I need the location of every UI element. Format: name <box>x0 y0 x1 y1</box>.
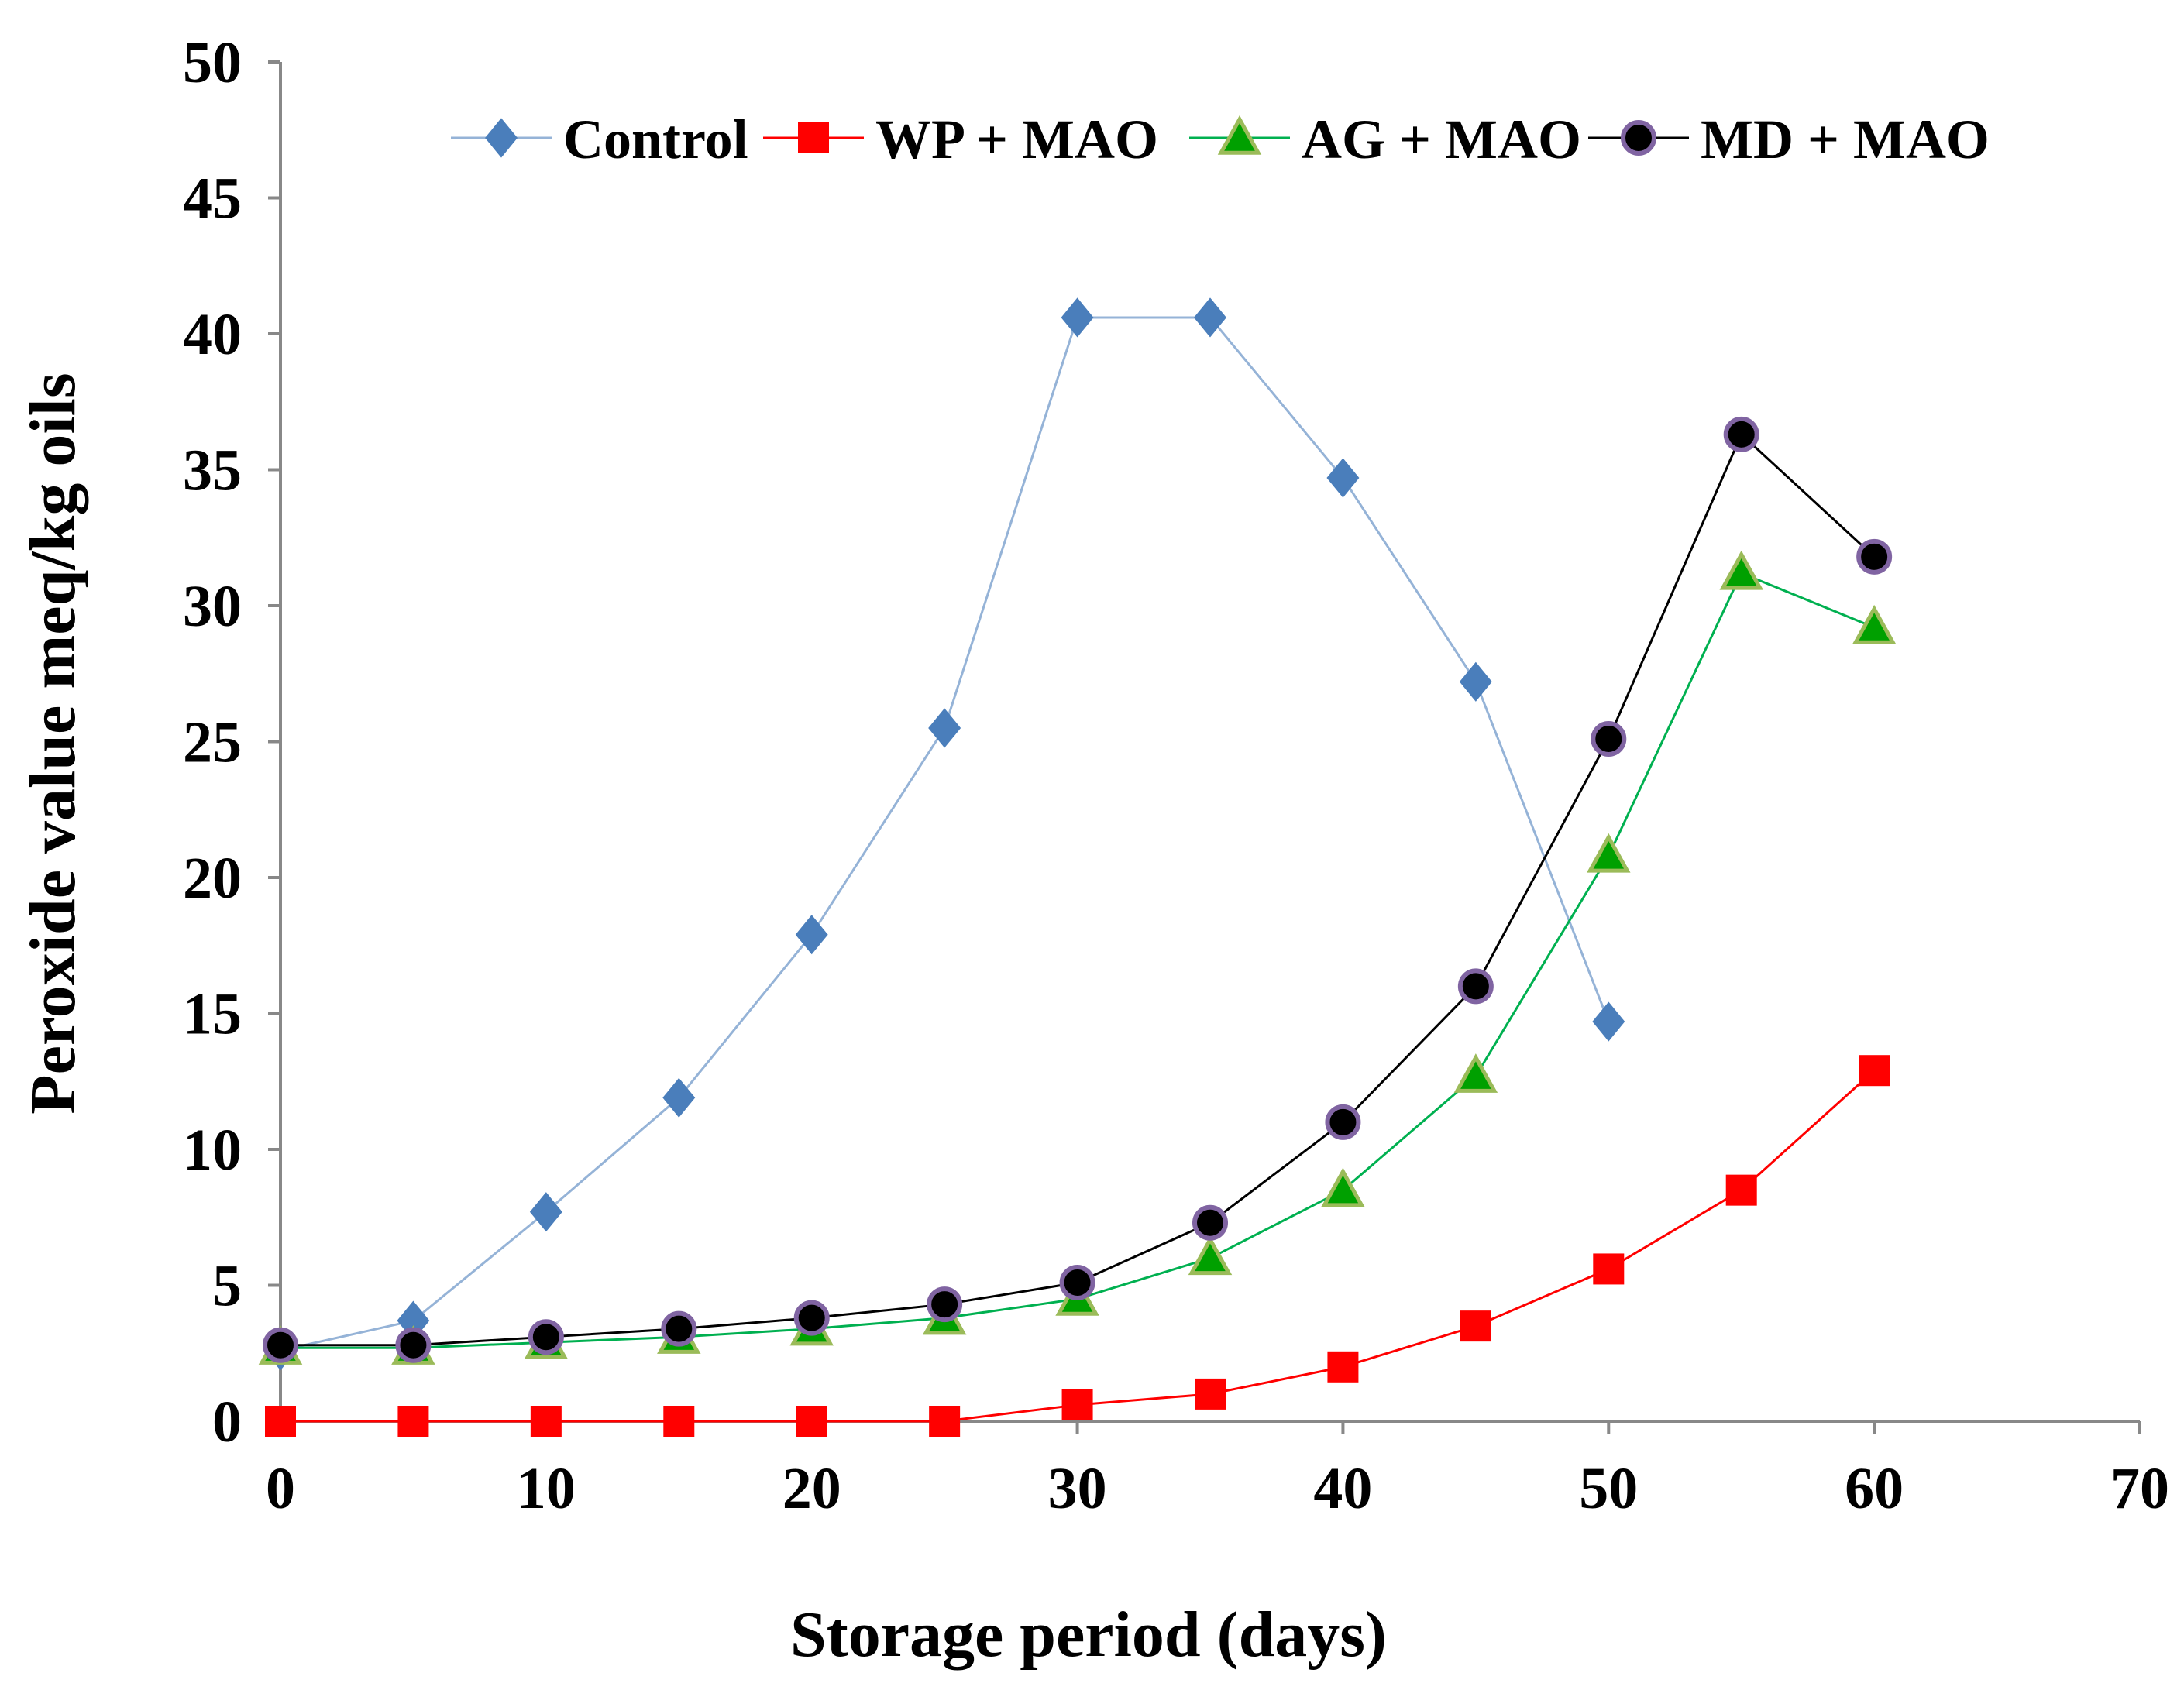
y-tick-label: 20 <box>183 846 242 911</box>
data-point-control <box>795 915 828 955</box>
series-line-ag-mao <box>280 571 1875 1349</box>
y-tick-label: 45 <box>183 167 242 232</box>
data-point-ag-mao <box>1852 604 1897 644</box>
legend-label: AG + MAO <box>1302 108 1581 170</box>
y-tick-label: 5 <box>212 1254 242 1319</box>
y-ticks: 0 5 10 15 20 25 30 35 40 45 50 <box>183 30 280 1455</box>
data-point-md-mao <box>528 1319 564 1355</box>
y-tick-label: 0 <box>212 1389 242 1455</box>
x-tick-label: 70 <box>2110 1456 2169 1521</box>
data-point-control <box>928 708 961 748</box>
data-point-md-mao <box>1457 968 1494 1005</box>
x-tick-label: 30 <box>1048 1456 1107 1521</box>
data-point-md-mao <box>661 1310 697 1347</box>
data-point-wp-mao <box>1859 1055 1890 1087</box>
x-tick-label: 40 <box>1313 1456 1372 1521</box>
y-tick-label: 10 <box>183 1118 242 1183</box>
data-point-md-mao <box>263 1327 298 1363</box>
data-point-control <box>1194 297 1226 338</box>
data-point-wp-mao <box>663 1406 695 1437</box>
x-tick-label: 0 <box>266 1456 295 1521</box>
y-tick-label: 30 <box>183 574 242 639</box>
legend-item-md-mao: MD + MAO <box>1588 108 1990 170</box>
y-axis-title: Peroxide value meq/kg oils <box>17 373 89 1114</box>
data-point-ag-mao <box>1453 1053 1498 1093</box>
data-point-wp-mao <box>1327 1351 1359 1383</box>
data-point-md-mao <box>927 1286 963 1323</box>
legend-marker <box>1217 115 1262 155</box>
series-control <box>264 297 1625 1371</box>
x-tick-label: 50 <box>1579 1456 1638 1521</box>
data-point-md-mao <box>395 1327 432 1363</box>
data-point-control <box>529 1192 562 1232</box>
data-point-ag-mao <box>1719 550 1763 590</box>
data-point-wp-mao <box>1725 1174 1757 1206</box>
x-tick-label: 10 <box>517 1456 576 1521</box>
data-point-md-mao <box>1591 720 1627 757</box>
data-point-control <box>1459 661 1492 702</box>
series-line-md-mao <box>280 432 1876 1347</box>
legend-marker <box>485 118 518 158</box>
data-point-wp-mao <box>1593 1253 1625 1285</box>
series-line-wp-mao <box>280 1070 1876 1423</box>
series-line-control <box>280 316 1610 1352</box>
data-point-ag-mao <box>1188 1235 1233 1276</box>
y-tick-label: 25 <box>183 710 242 775</box>
legend-marker <box>798 122 829 153</box>
data-point-ag-mao <box>1321 1167 1365 1207</box>
data-point-wp-mao <box>1061 1389 1093 1420</box>
x-axis-title: Storage period (days) <box>790 1599 1387 1671</box>
data-point-control <box>1061 297 1094 338</box>
data-point-md-mao <box>1059 1264 1095 1300</box>
series-md-mao <box>263 416 1893 1363</box>
legend-item-wp-mao: WP + MAO <box>763 108 1158 170</box>
data-point-wp-mao <box>530 1406 562 1437</box>
data-point-md-mao <box>1192 1204 1228 1241</box>
series-ag-mao <box>258 550 1897 1365</box>
y-tick-label: 35 <box>183 438 242 503</box>
data-point-wp-mao <box>1460 1310 1491 1342</box>
legend-item-control: Control <box>451 108 748 170</box>
legend-label: Control <box>563 108 748 170</box>
legend-label: MD + MAO <box>1701 108 1990 170</box>
data-point-wp-mao <box>929 1406 961 1437</box>
data-point-ag-mao <box>1587 833 1631 873</box>
y-tick-label: 50 <box>183 30 242 95</box>
series-layer <box>258 297 1897 1437</box>
data-point-wp-mao <box>397 1406 429 1437</box>
x-tick-label: 60 <box>1845 1456 1904 1521</box>
data-point-wp-mao <box>1195 1378 1226 1410</box>
data-point-wp-mao <box>265 1406 296 1437</box>
legend: Control WP + MAO AG + MAO MD + MAO <box>451 108 1990 170</box>
y-tick-label: 15 <box>183 982 242 1047</box>
y-tick-label: 40 <box>183 302 242 367</box>
data-point-wp-mao <box>796 1406 827 1437</box>
legend-item-ag-mao: AG + MAO <box>1189 108 1581 170</box>
data-point-control <box>662 1077 696 1118</box>
x-ticks: 0 10 20 30 40 50 60 70 <box>266 1421 2169 1521</box>
x-tick-label: 20 <box>782 1456 841 1521</box>
legend-label: WP + MAO <box>875 108 1158 170</box>
data-point-md-mao <box>1325 1104 1361 1140</box>
data-point-md-mao <box>1723 416 1759 452</box>
legend-marker <box>1621 120 1656 156</box>
series-wp-mao <box>265 1055 1890 1437</box>
data-point-control <box>1326 458 1360 498</box>
data-point-control <box>1592 1001 1625 1042</box>
data-point-md-mao <box>1856 538 1893 575</box>
data-point-md-mao <box>793 1300 830 1336</box>
